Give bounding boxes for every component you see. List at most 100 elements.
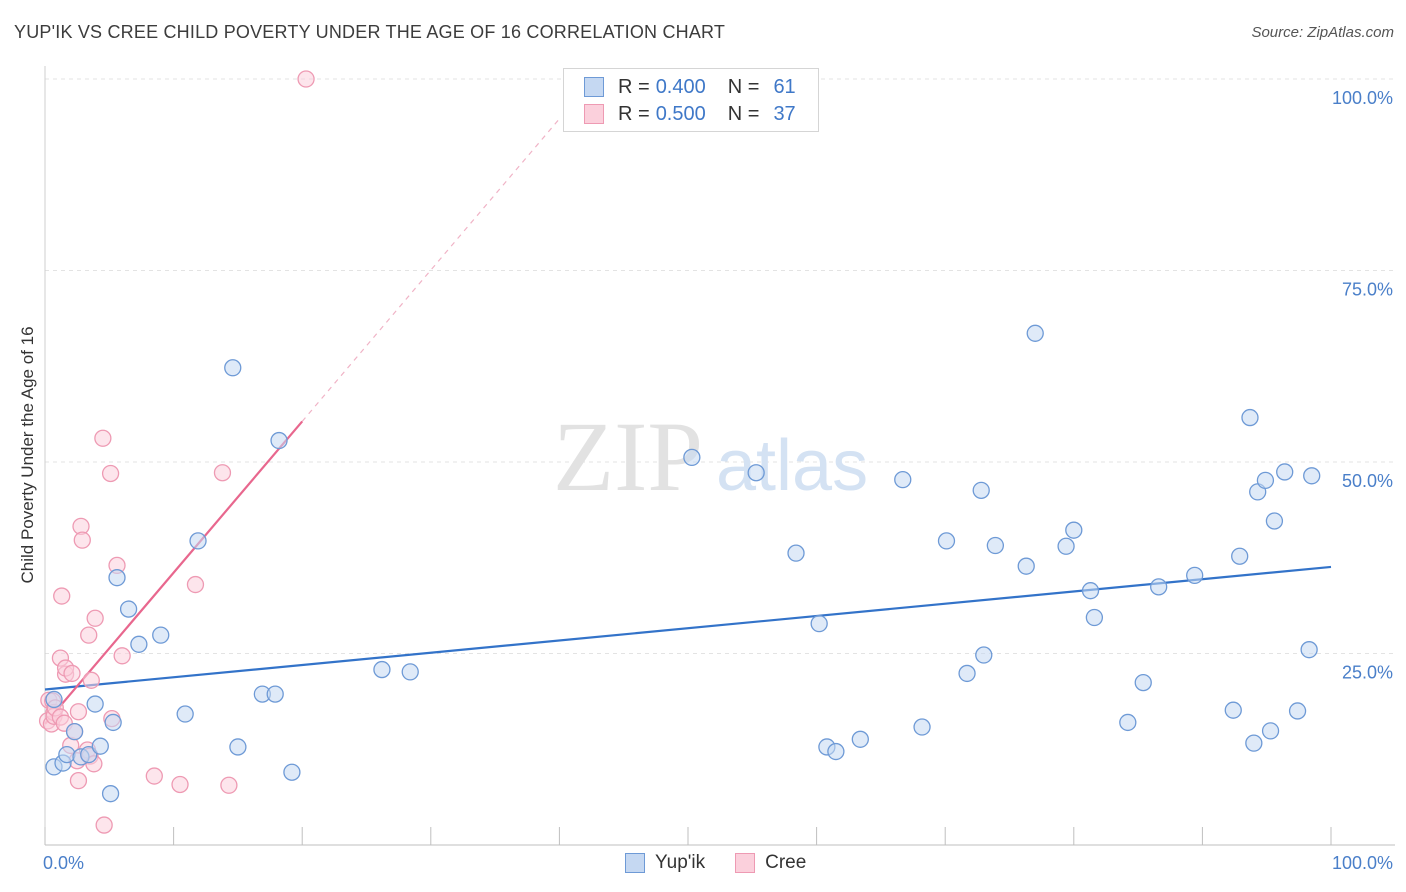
yupik-swatch <box>584 77 604 97</box>
data-point-yupik <box>108 569 126 587</box>
trend-line-cree-extension <box>301 118 560 422</box>
data-point-yupik <box>683 448 701 467</box>
data-point-yupik <box>58 745 76 764</box>
data-point-yupik <box>1119 713 1137 732</box>
data-point-yupik <box>229 738 247 756</box>
legend-r-value: 0.500 <box>655 102 706 125</box>
stats-legend: R = 0.400 N = 61 R = 0.500 N = 37 <box>563 68 819 132</box>
data-point-yupik <box>958 664 976 683</box>
data-point-yupik <box>176 705 194 723</box>
data-point-yupik <box>401 663 419 681</box>
data-point-yupik <box>1261 722 1280 740</box>
data-point-yupik <box>80 745 98 764</box>
data-point-yupik <box>851 730 869 748</box>
data-point-yupik <box>104 713 122 732</box>
data-point-yupik <box>189 532 207 550</box>
data-point-yupik <box>1224 701 1242 719</box>
legend-r-label: R = <box>618 102 650 125</box>
data-point-yupik <box>827 742 845 761</box>
data-point-yupik <box>1256 471 1275 490</box>
data-point-yupik <box>1241 408 1259 427</box>
trend-line-yupik <box>44 565 1332 691</box>
data-point-yupik <box>283 763 301 781</box>
data-point-yupik <box>224 359 242 377</box>
data-point-yupik <box>1081 582 1100 600</box>
data-point-yupik <box>1057 537 1075 555</box>
legend-item-cree[interactable]: Cree <box>735 852 806 874</box>
data-point-yupik <box>894 470 912 489</box>
y-tick-label: 75.0% <box>1342 280 1393 300</box>
data-point-cree <box>82 671 100 689</box>
data-point-yupik <box>86 695 104 713</box>
data-point-cree <box>213 464 232 482</box>
data-point-cree <box>297 70 315 88</box>
data-point-cree <box>69 772 88 790</box>
legend-n-label: N = <box>727 75 760 98</box>
watermark-zip: ZIP <box>553 401 703 512</box>
data-point-yupik <box>119 600 138 618</box>
data-point-yupik <box>1245 734 1263 752</box>
legend-n-label: N = <box>727 102 760 125</box>
y-tick-label: 50.0% <box>1342 471 1393 491</box>
data-point-yupik <box>1300 641 1318 659</box>
data-point-cree <box>186 575 205 594</box>
chart-title: YUP'IK VS CREE CHILD POVERTY UNDER THE A… <box>14 22 726 42</box>
cree-swatch <box>584 104 604 124</box>
data-point-cree <box>69 703 88 721</box>
data-point-cree <box>171 775 189 794</box>
data-point-cree <box>113 647 131 665</box>
data-point-cree <box>220 776 238 794</box>
data-point-yupik <box>1134 673 1152 692</box>
data-point-cree <box>86 609 104 627</box>
data-point-yupik <box>1150 578 1168 596</box>
data-point-yupik <box>787 544 805 562</box>
data-point-yupik <box>1186 566 1204 585</box>
data-point-yupik <box>1288 702 1307 720</box>
data-point-yupik <box>266 685 284 703</box>
data-point-yupik <box>913 718 931 736</box>
data-point-yupik <box>91 737 109 755</box>
data-point-yupik <box>65 722 84 741</box>
yupik-swatch <box>625 853 645 873</box>
series-legend: Yup'ik Cree <box>625 852 836 874</box>
data-point-yupik <box>972 481 990 499</box>
data-point-yupik <box>937 532 956 550</box>
data-point-cree <box>101 464 120 483</box>
legend-row-cree: R = 0.500 N = 37 <box>584 102 796 126</box>
legend-label-yupik: Yup'ik <box>655 852 706 873</box>
data-point-cree <box>95 816 113 834</box>
data-point-cree <box>73 531 91 549</box>
legend-label-cree: Cree <box>765 852 807 873</box>
legend-row-yupik: R = 0.400 N = 61 <box>584 75 796 99</box>
data-point-yupik <box>1265 512 1284 530</box>
source-label: Source: ZipAtlas.com <box>1251 24 1394 41</box>
legend-n-value: 61 <box>773 75 796 98</box>
legend-r-value: 0.400 <box>655 75 706 98</box>
data-point-cree <box>94 429 112 447</box>
data-point-yupik <box>1026 324 1044 342</box>
data-point-cree <box>80 626 98 644</box>
legend-item-yupik[interactable]: Yup'ik <box>625 852 705 874</box>
data-point-yupik <box>101 785 120 803</box>
data-point-yupik <box>270 431 288 450</box>
data-point-yupik <box>1231 547 1249 565</box>
data-point-yupik <box>975 646 993 664</box>
data-point-yupik <box>810 614 828 633</box>
x-tick-label: 0.0% <box>43 853 84 873</box>
data-point-yupik <box>986 536 1005 555</box>
data-point-yupik <box>1017 557 1035 575</box>
y-tick-label: 25.0% <box>1342 663 1393 683</box>
y-tick-label: 100.0% <box>1332 88 1393 108</box>
data-point-yupik <box>1085 608 1104 627</box>
data-point-cree <box>53 587 71 605</box>
data-point-yupik <box>152 626 170 644</box>
x-tick-label: 100.0% <box>1332 853 1393 873</box>
data-point-cree <box>63 664 81 683</box>
data-point-yupik <box>130 635 148 653</box>
data-point-yupik <box>45 690 63 709</box>
cree-swatch <box>735 853 756 873</box>
watermark-atlas: atlas <box>716 426 868 506</box>
data-point-yupik <box>1276 463 1294 481</box>
data-point-yupik <box>373 660 391 679</box>
